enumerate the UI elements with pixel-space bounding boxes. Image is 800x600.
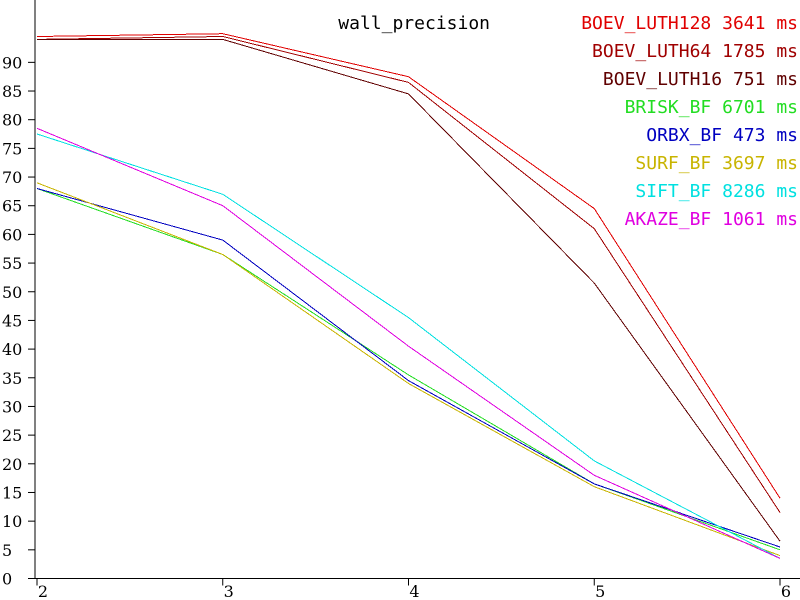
- y-tick-label: 85: [2, 82, 22, 101]
- y-tick-label: 65: [2, 197, 22, 216]
- legend-series-name: BOEV_LUTH64: [592, 41, 711, 62]
- legend-series-time: 473: [733, 125, 766, 146]
- y-tick-label: 5: [2, 541, 12, 560]
- y-tick-label: 15: [2, 483, 22, 502]
- legend-entry-orbx-bf: ORBX_BF 473 ms: [646, 125, 798, 146]
- series-line-boev-luth16: [37, 38, 781, 542]
- legend-series-time: 1061: [722, 209, 765, 230]
- y-tick-label: 40: [2, 340, 22, 359]
- series-line-surf-bf: [36, 182, 781, 557]
- y-tick-label: 75: [2, 139, 22, 158]
- legend-series-name: SIFT_BF: [635, 181, 711, 202]
- legend-series-unit: ms: [776, 125, 798, 146]
- legend-series-time: 1785: [722, 41, 765, 62]
- legend-entry-sift-bf: SIFT_BF 8286 ms: [635, 181, 798, 202]
- legend-entry-surf-bf: SURF_BF 3697 ms: [635, 153, 798, 174]
- legend-series-name: ORBX_BF: [646, 125, 722, 146]
- legend-series-unit: ms: [776, 153, 798, 174]
- legend-entry-boev-luth128: BOEV_LUTH128 3641 ms: [581, 13, 798, 34]
- legend-entry-brisk-bf: BRISK_BF 6701 ms: [625, 97, 798, 118]
- series-line-orbx-bf: [36, 188, 781, 548]
- series-line-boev-luth128: [36, 33, 781, 499]
- legend-series-unit: ms: [776, 181, 798, 202]
- y-tick-label: 20: [2, 455, 22, 474]
- y-tick-label: 50: [2, 283, 22, 302]
- y-tick-label: 80: [2, 111, 22, 130]
- series-line-sift-bf: [36, 133, 781, 559]
- legend-title: wall_precision: [338, 13, 490, 34]
- y-tick-label: 90: [2, 53, 22, 72]
- legend-series-unit: ms: [776, 97, 798, 118]
- legend-series-time: 751: [733, 69, 766, 90]
- legend-series-name: AKAZE_BF: [625, 209, 712, 230]
- y-tick-label: 45: [2, 311, 22, 330]
- axes: [34, 0, 800, 579]
- legend-series-name: BOEV_LUTH128: [581, 13, 711, 34]
- legend-series-time: 3641: [722, 13, 765, 34]
- legend-series-time: 8286: [722, 181, 765, 202]
- legend-series-unit: ms: [776, 41, 798, 62]
- legend-series-name: SURF_BF: [635, 153, 711, 174]
- x-tick-label: 3: [224, 582, 234, 600]
- series-line-boev-luth64: [36, 35, 781, 513]
- legend-series-unit: ms: [776, 69, 798, 90]
- x-tick-label: 4: [409, 582, 419, 600]
- y-tick-label: 60: [2, 225, 22, 244]
- legend: wall_precision BOEV_LUTH128 3641 msBOEV_…: [338, 13, 798, 230]
- legend-series-unit: ms: [776, 209, 798, 230]
- legend-series-name: BOEV_LUTH16: [603, 69, 722, 90]
- legend-entry-akaze-bf: AKAZE_BF 1061 ms: [625, 209, 798, 230]
- y-ticks: 0 5 10 15 20 25 30 35 40 45 50 55 60 65 70 75 80 85 90: [2, 53, 35, 589]
- y-tick-label: 55: [2, 254, 22, 273]
- legend-entry-boev-luth16: BOEV_LUTH16 751 ms: [603, 69, 798, 90]
- series-line-brisk-bf: [36, 188, 781, 551]
- legend-series-time: 6701: [722, 97, 765, 118]
- x-tick-label: 5: [595, 582, 605, 600]
- x-tick-label: 2: [38, 582, 48, 600]
- series-lines: [36, 33, 781, 559]
- x-ticks: 2 3 4 5 6: [36, 578, 791, 600]
- x-tick-label: 6: [781, 582, 791, 600]
- legend-series-name: BRISK_BF: [625, 97, 712, 118]
- legend-entry-boev-luth64: BOEV_LUTH64 1785 ms: [592, 41, 798, 62]
- y-tick-label: 70: [2, 168, 22, 187]
- legend-series-time: 3697: [722, 153, 765, 174]
- y-tick-label: 0: [2, 570, 12, 589]
- y-tick-label: 30: [2, 397, 22, 416]
- y-tick-label: 10: [2, 512, 22, 531]
- series-line-akaze-bf: [36, 127, 781, 559]
- legend-series-unit: ms: [776, 13, 798, 34]
- y-tick-label: 35: [2, 369, 22, 388]
- y-tick-label: 25: [2, 426, 22, 445]
